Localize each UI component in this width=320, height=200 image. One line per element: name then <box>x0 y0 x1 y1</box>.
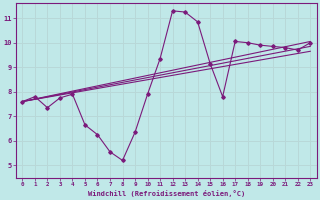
X-axis label: Windchill (Refroidissement éolien,°C): Windchill (Refroidissement éolien,°C) <box>88 190 245 197</box>
